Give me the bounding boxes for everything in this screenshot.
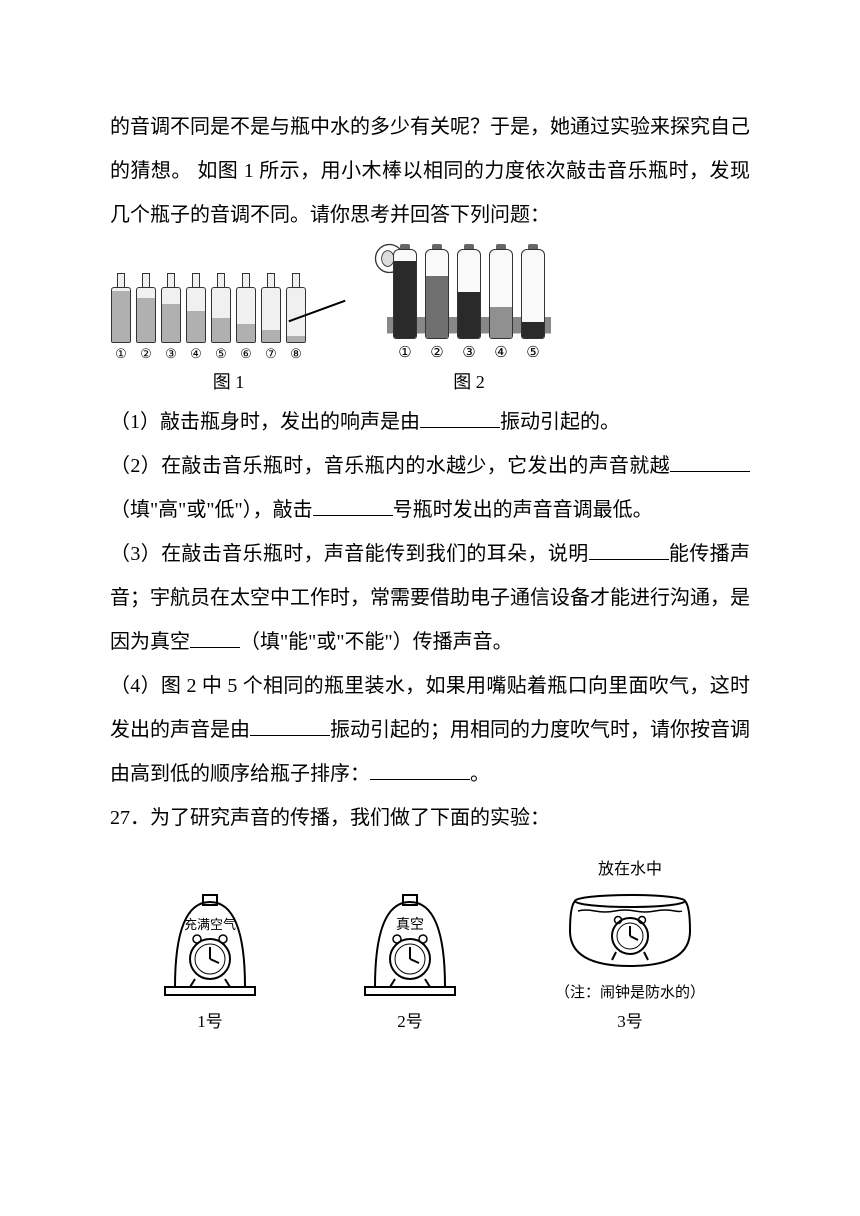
q3-part3: （填"能"或"不能"）传播声音。 xyxy=(240,631,513,653)
q3-blank2[interactable] xyxy=(190,624,240,648)
q2-blank2[interactable] xyxy=(313,492,393,516)
exp3-title: 放在水中 xyxy=(598,855,662,879)
question-2: （2）在敲击音乐瓶时，音乐瓶内的水越少，它发出的声音就越 （填"高"或"低"），敲… xyxy=(110,444,750,532)
bottle-item: ⑥ xyxy=(235,273,257,362)
figure-2: ① ② ③ ④ ⑤ 图 2 xyxy=(387,249,551,394)
question-27-header: 27．为了研究声音的传播，我们做了下面的实验： xyxy=(110,796,750,840)
fishbowl-icon xyxy=(560,886,700,976)
bottle2-item: ③ xyxy=(457,249,481,362)
question-1: （1）敲击瓶身时，发出的响声是由 振动引起的。 xyxy=(110,400,750,444)
q4-part3: 。 xyxy=(470,763,490,785)
bottle2-item: ④ xyxy=(489,249,513,362)
exp1-caption: 1号 xyxy=(197,1007,223,1032)
figure-1: ① ② ③ ④ ⑤ ⑥ ⑦ xyxy=(110,273,347,394)
q2-part1: （2）在敲击音乐瓶时，音乐瓶内的水越少，它发出的声音就越 xyxy=(110,455,670,477)
figures-row: ① ② ③ ④ ⑤ ⑥ ⑦ xyxy=(110,249,750,394)
fig1-caption: 图 1 xyxy=(213,368,245,394)
bell-jar-air-icon: 充满空气 xyxy=(155,887,265,1002)
fig2-bottles: ① ② ③ ④ ⑤ xyxy=(387,249,551,362)
q2-part3: 号瓶时发出的声音音调最低。 xyxy=(393,499,653,521)
bottle2-item: ② xyxy=(425,249,449,362)
bell-jar-vacuum-icon: 真空 xyxy=(355,887,465,1002)
svg-text:充满空气: 充满空气 xyxy=(184,917,236,932)
exp3-note: （注：闹钟是防水的） xyxy=(555,981,705,1002)
q2-part2: （填"高"或"低"），敲击 xyxy=(110,499,313,521)
intro-paragraph: 的音调不同是不是与瓶中水的多少有关呢？于是，她通过实验来探究自己的猜想。 如图 … xyxy=(110,105,750,237)
bottle-item: ⑦ xyxy=(260,273,282,362)
q3-part1: （3）在敲击音乐瓶时，声音能传到我们的耳朵，说明 xyxy=(110,543,589,565)
bottle-item: ④ xyxy=(185,273,207,362)
q4-blank1[interactable] xyxy=(250,712,330,736)
exp-3: 放在水中 （注：闹钟是防水的） 3号 xyxy=(555,855,705,1032)
exp-2: 真空 2号 xyxy=(355,887,465,1032)
fig2-caption: 图 2 xyxy=(453,368,485,394)
q2-blank1[interactable] xyxy=(670,448,750,472)
q1-blank[interactable] xyxy=(420,404,500,428)
intro-line2: 如图 1 所示，用小木棒以相同的力度依次敲击音乐瓶时，发现几个瓶子的音调不同。请… xyxy=(110,160,750,226)
bottle-item: ③ xyxy=(160,273,182,362)
experiment-row: 充满空气 1号 真空 2号 放在水中 xyxy=(110,855,750,1032)
bottle-item: ⑤ xyxy=(210,273,232,362)
q1-suffix: 振动引起的。 xyxy=(500,411,620,433)
exp-1: 充满空气 1号 xyxy=(155,887,265,1032)
bottle2-item: ① xyxy=(393,249,417,362)
exp2-caption: 2号 xyxy=(397,1007,423,1032)
bottle-item: ① xyxy=(110,273,132,362)
q1-prefix: （1）敲击瓶身时，发出的响声是由 xyxy=(110,411,420,433)
question-3: （3）在敲击音乐瓶时，声音能传到我们的耳朵，说明能传播声音；宇航员在太空中工作时… xyxy=(110,532,750,664)
svg-text:真空: 真空 xyxy=(396,917,424,933)
q4-blank2[interactable] xyxy=(370,756,470,780)
q3-blank1[interactable] xyxy=(589,536,669,560)
question-4: （4）图 2 中 5 个相同的瓶里装水，如果用嘴贴着瓶口向里面吹气，这时发出的声… xyxy=(110,664,750,796)
bottle2-item: ⑤ xyxy=(521,249,545,362)
fig1-bottles: ① ② ③ ④ ⑤ ⑥ ⑦ xyxy=(110,273,307,362)
bottle-item: ② xyxy=(135,273,157,362)
exp3-caption: 3号 xyxy=(617,1007,643,1032)
